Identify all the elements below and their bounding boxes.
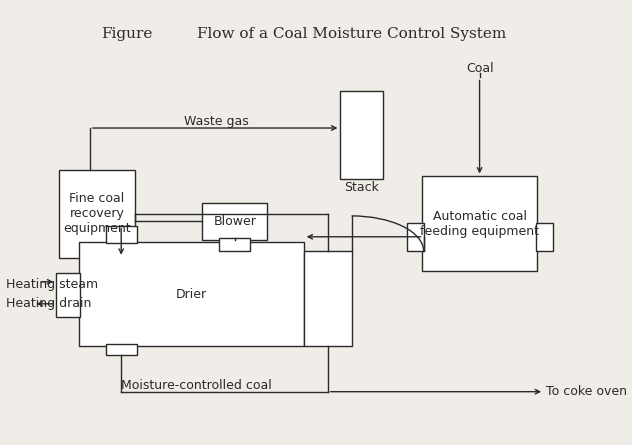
Text: Figure: Figure [101,27,152,41]
FancyBboxPatch shape [79,242,304,346]
Text: Waste gas: Waste gas [184,115,249,128]
FancyBboxPatch shape [106,226,137,243]
FancyBboxPatch shape [340,91,382,178]
FancyBboxPatch shape [202,203,267,240]
Text: Automatic coal
feeding equipment: Automatic coal feeding equipment [420,210,539,238]
FancyBboxPatch shape [106,344,137,355]
Text: To coke oven: To coke oven [545,385,627,398]
FancyBboxPatch shape [536,222,553,251]
Text: Flow of a Coal Moisture Control System: Flow of a Coal Moisture Control System [197,27,506,41]
Text: Drier: Drier [176,287,207,301]
Text: Stack: Stack [344,181,379,194]
Text: Blower: Blower [214,215,257,228]
Text: Moisture-controlled coal: Moisture-controlled coal [121,379,272,392]
FancyBboxPatch shape [59,170,135,258]
FancyBboxPatch shape [56,273,80,317]
FancyBboxPatch shape [304,251,351,346]
FancyBboxPatch shape [422,176,537,271]
FancyBboxPatch shape [407,222,423,251]
Text: Heating drain: Heating drain [6,297,91,310]
Text: Fine coal
recovery
equipment: Fine coal recovery equipment [63,192,131,235]
Text: Coal: Coal [466,62,494,75]
FancyBboxPatch shape [219,238,250,251]
Text: Heating steam: Heating steam [6,278,98,291]
